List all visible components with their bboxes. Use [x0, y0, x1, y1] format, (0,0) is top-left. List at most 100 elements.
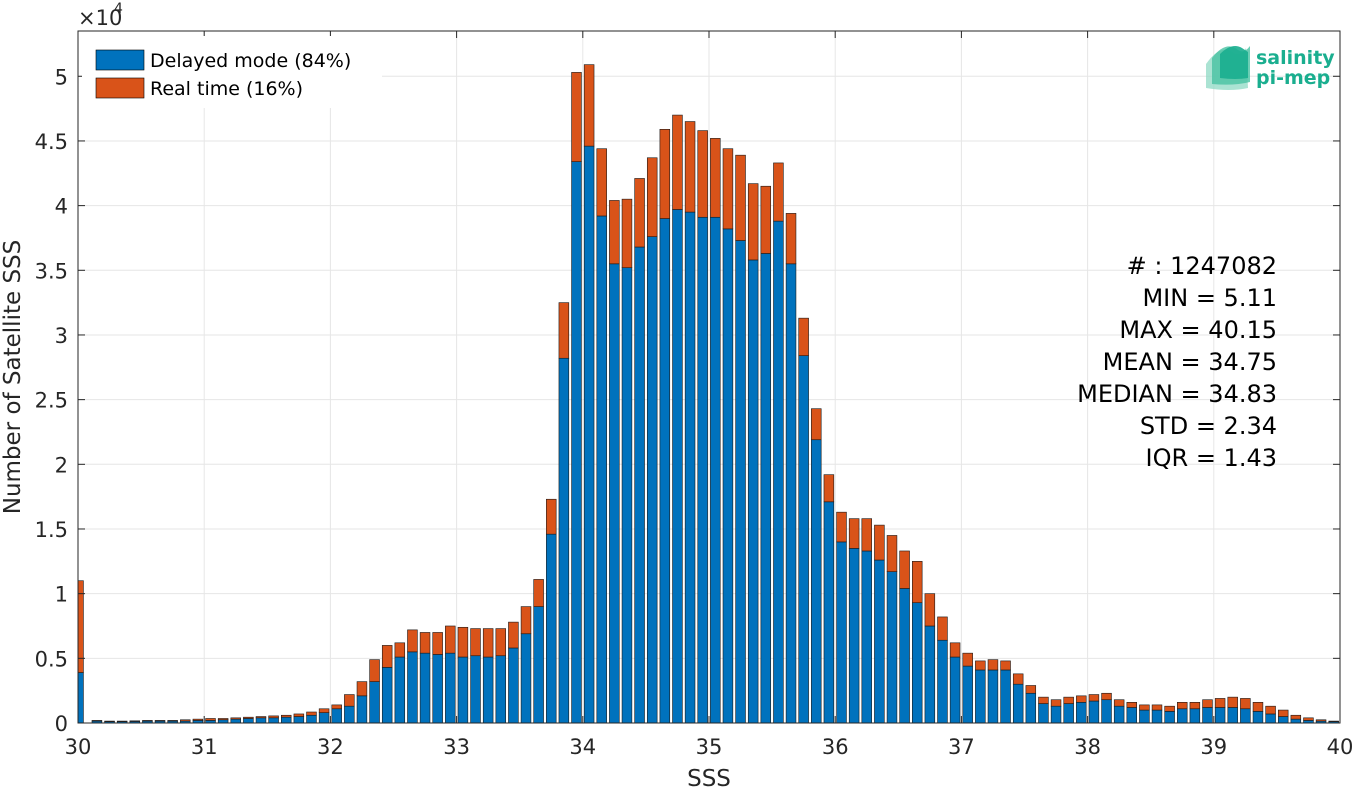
bar-delayed-mode [634, 246, 645, 724]
bar-real-time [1113, 699, 1125, 707]
bar-real-time [482, 628, 494, 658]
bar-delayed-mode [987, 669, 999, 724]
bar-real-time [104, 720, 115, 723]
bar-delayed-mode [646, 236, 658, 724]
x-tick-label: 31 [191, 735, 218, 759]
bar-delayed-mode [848, 548, 860, 724]
x-axis-label: SSS [687, 766, 731, 789]
bar-real-time [306, 711, 317, 716]
bar-delayed-mode [861, 550, 872, 724]
bar-real-time [672, 114, 683, 210]
bar-real-time [154, 720, 166, 722]
bar-real-time [1025, 685, 1037, 694]
stat-line: MEDIAN = 34.83 [1077, 380, 1277, 408]
bar-real-time [722, 148, 734, 230]
bar-delayed-mode [836, 541, 847, 724]
bar-delayed-mode [508, 647, 519, 724]
bar-delayed-mode [659, 218, 671, 724]
bar-real-time [230, 717, 241, 720]
bar-real-time [583, 64, 595, 147]
bar-delayed-mode [1252, 711, 1264, 724]
wave-logo-icon [1206, 46, 1250, 90]
bar-real-time [1202, 699, 1213, 708]
bar-real-time [1189, 702, 1201, 710]
bar-real-time [975, 660, 986, 671]
bar-real-time [697, 130, 708, 218]
bar-delayed-mode [1277, 716, 1289, 724]
bar-real-time [217, 718, 229, 721]
stat-line: IQR = 1.43 [1146, 444, 1277, 472]
y-exponent-power: 4 [114, 1, 123, 17]
bar-real-time [1315, 719, 1327, 722]
bar-real-time [1164, 705, 1175, 712]
bar-delayed-mode [949, 656, 961, 724]
bar-delayed-mode [1113, 705, 1125, 724]
bar-real-time [546, 498, 557, 535]
bar-real-time [1126, 702, 1137, 708]
y-tick-label: 2.5 [35, 389, 68, 413]
bar-real-time [596, 148, 607, 217]
bar-real-time [457, 626, 469, 658]
y-tick-label: 4.5 [35, 130, 68, 154]
bar-real-time [1252, 702, 1264, 712]
bar-real-time [318, 708, 330, 713]
bar-delayed-mode [432, 654, 443, 724]
bar-real-time [255, 716, 267, 719]
bar-delayed-mode [369, 681, 380, 724]
bar-real-time [243, 716, 254, 719]
x-tick-label: 40 [1327, 735, 1354, 759]
bar-delayed-mode [1050, 705, 1062, 724]
bar-delayed-mode [1290, 718, 1302, 724]
bar-real-time [192, 718, 204, 721]
x-tick-label: 33 [443, 735, 470, 759]
bar-delayed-mode [255, 717, 267, 724]
bar-delayed-mode [407, 651, 418, 724]
y-exponent-base: ×10 [78, 6, 122, 30]
stat-line: STD = 2.34 [1140, 412, 1277, 440]
bar-real-time [344, 694, 355, 707]
bar-delayed-mode [1101, 699, 1112, 724]
salinity-pi-mep-logo: salinity pi-mep [1206, 46, 1335, 90]
bar-real-time [962, 652, 973, 667]
bar-delayed-mode [899, 588, 910, 724]
axis-ticks: 30 31 32 33 34 35 36 37 38 39 40 0 0.5 1 1.5 2 2.5 3 3.5 4 4… [35, 31, 1354, 759]
bar-delayed-mode [735, 240, 746, 724]
y-tick-label: 4 [55, 195, 68, 219]
bar-real-time [407, 629, 418, 653]
y-tick-label: 1.5 [35, 518, 68, 542]
bar-real-time [129, 720, 141, 722]
bar-delayed-mode [1177, 708, 1188, 724]
bar-delayed-mode [77, 672, 84, 724]
bar-delayed-mode [1227, 707, 1238, 724]
y-tick-label: 3 [55, 324, 68, 348]
stat-line: # : 1247082 [1127, 252, 1277, 280]
y-tick-label: 0 [55, 712, 68, 736]
bar-real-time [785, 213, 797, 265]
bar-delayed-mode [520, 633, 532, 724]
bar-real-time [987, 659, 999, 671]
bar-delayed-mode [1076, 702, 1087, 724]
bar-delayed-mode [1139, 709, 1150, 724]
bar-delayed-mode [596, 215, 607, 724]
bar-real-time [1277, 709, 1289, 717]
bar-real-time [281, 714, 292, 718]
bar-real-time [1076, 695, 1087, 703]
bar-delayed-mode [924, 625, 936, 724]
bar-real-time [773, 162, 784, 222]
bar-delayed-mode [697, 216, 708, 724]
bar-delayed-mode [811, 439, 822, 724]
logo-line1: salinity [1256, 47, 1335, 69]
bar-real-time [823, 474, 835, 503]
bar-real-time [495, 628, 506, 657]
bar-delayed-mode [823, 501, 835, 724]
bar-real-time [1240, 698, 1251, 710]
y-tick-label: 5 [55, 65, 68, 89]
x-tick-label: 35 [696, 735, 723, 759]
bar-delayed-mode [1151, 709, 1163, 724]
bar-delayed-mode [710, 216, 721, 724]
bar-delayed-mode [495, 655, 506, 724]
x-tick-label: 39 [1200, 735, 1227, 759]
bar-real-time [91, 720, 103, 722]
bar-real-time [811, 408, 822, 441]
